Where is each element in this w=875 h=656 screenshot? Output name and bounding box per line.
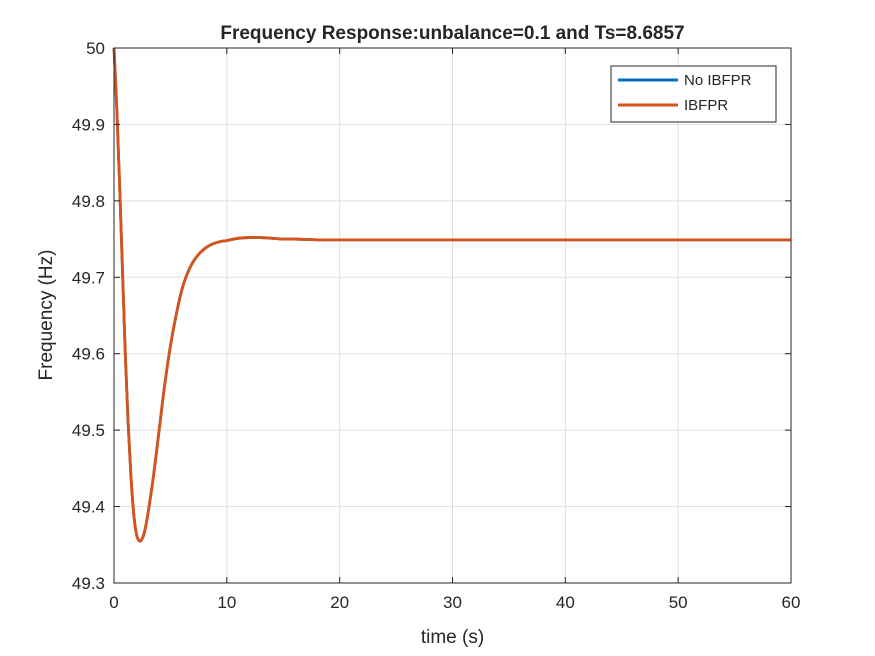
y-tick-label: 49.3 <box>72 574 105 593</box>
axis-ticks: 0 10 20 30 40 50 60 49.3 49.4 49.5 49.6 49.7 49.8 49.… <box>72 39 801 612</box>
x-tick-label: 10 <box>217 593 236 612</box>
x-tick-label: 50 <box>669 593 688 612</box>
grid-lines <box>114 48 791 583</box>
y-tick-label: 49.6 <box>72 345 105 364</box>
y-tick-label: 49.7 <box>72 268 105 287</box>
x-tick-label: 20 <box>330 593 349 612</box>
y-tick-label: 50 <box>86 39 105 58</box>
y-tick-label: 49.4 <box>72 498 105 517</box>
legend-entry-no-ibfpr: No IBFPR <box>684 72 752 89</box>
legend-entry-ibfpr: IBFPR <box>684 97 728 114</box>
x-tick-label: 30 <box>443 593 462 612</box>
series-line-ibfpr <box>112 47 791 543</box>
chart-title: Frequency Response:unbalance=0.1 and Ts=… <box>220 23 684 44</box>
y-tick-label: 49.8 <box>72 192 105 211</box>
y-axis-label: Frequency (Hz) <box>36 250 57 381</box>
x-axis-label: time (s) <box>421 627 484 648</box>
x-tick-label: 60 <box>782 593 801 612</box>
legend: No IBFPR IBFPR <box>610 65 777 123</box>
series-lines <box>112 47 791 543</box>
y-tick-label: 49.5 <box>72 421 105 440</box>
y-tick-label: 49.9 <box>72 115 105 134</box>
x-tick-label: 40 <box>556 593 575 612</box>
legend-box <box>610 65 777 123</box>
x-tick-label: 0 <box>109 593 118 612</box>
